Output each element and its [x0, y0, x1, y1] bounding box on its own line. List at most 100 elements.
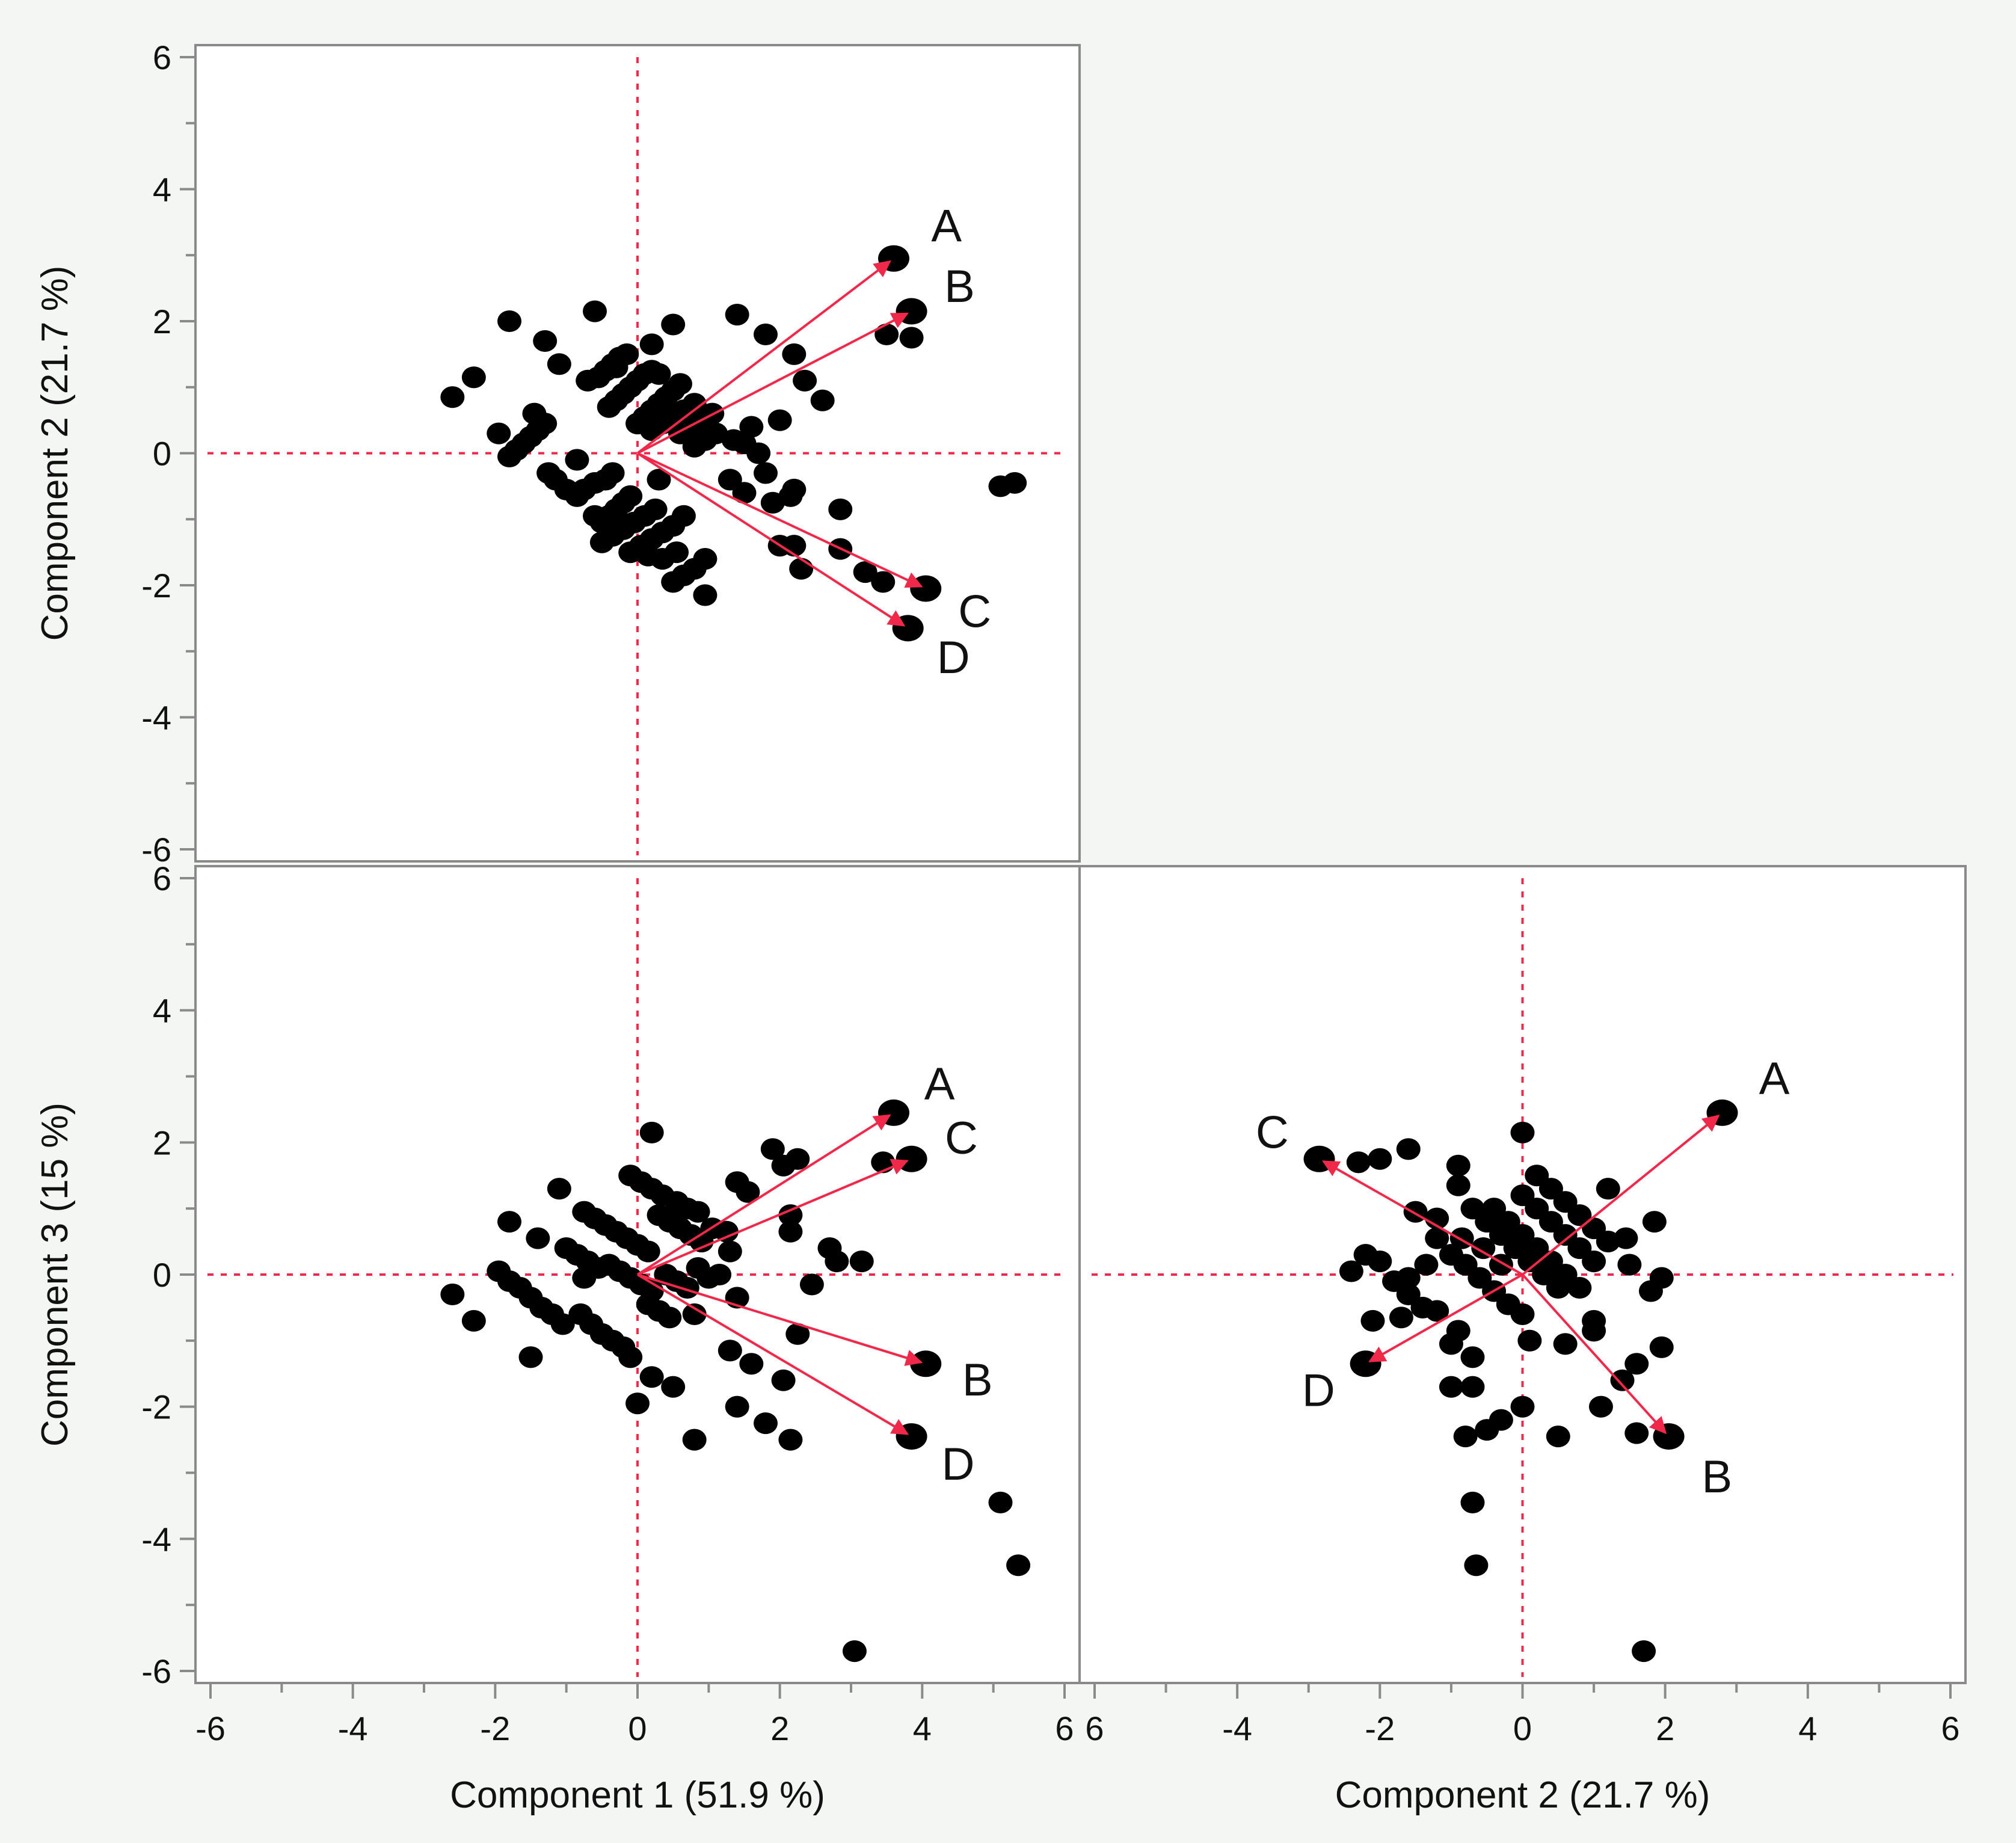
- score-point: [636, 1240, 660, 1263]
- score-point: [682, 1303, 707, 1325]
- score-point: [785, 1323, 810, 1345]
- score-point: [778, 1204, 803, 1226]
- x-tick-label: -2: [1365, 1709, 1395, 1747]
- loading-vector: [636, 1273, 909, 1435]
- score-point: [1553, 1333, 1578, 1355]
- score-point: [440, 386, 465, 408]
- loading-vector: [636, 260, 891, 455]
- score-point: [1596, 1231, 1620, 1253]
- score-point: [583, 300, 607, 322]
- y-tick-label: 6: [153, 860, 171, 897]
- score-point: [782, 478, 807, 500]
- score-point: [526, 1227, 550, 1249]
- score-point: [661, 1376, 686, 1398]
- loading-point: [896, 1145, 927, 1172]
- score-point: [647, 469, 671, 491]
- score-point: [736, 1181, 760, 1203]
- score-point: [686, 1201, 710, 1223]
- y-tick-label: -2: [141, 567, 171, 605]
- loading-point: [892, 615, 924, 642]
- y-tick-label: 0: [153, 435, 171, 473]
- score-point: [1006, 1554, 1031, 1577]
- loading-point: [1653, 1423, 1685, 1450]
- loading-label-A: A: [1759, 1053, 1790, 1104]
- loading-vector: [1368, 1273, 1523, 1363]
- x-tick-label: 4: [1798, 1709, 1817, 1747]
- y-tick-label: 2: [153, 1124, 171, 1161]
- score-point: [778, 1429, 803, 1451]
- loading-vector: [636, 452, 906, 627]
- score-point: [665, 541, 689, 564]
- score-point: [1460, 1376, 1485, 1398]
- score-point: [618, 485, 643, 507]
- score-point: [810, 389, 835, 411]
- y-tick-label: -6: [141, 831, 171, 869]
- loading-vector: [637, 1273, 923, 1366]
- score-point: [760, 1138, 785, 1160]
- score-point: [1425, 1227, 1449, 1249]
- y-tick-label: -4: [141, 699, 171, 737]
- score-point: [842, 1640, 867, 1663]
- score-point: [518, 1346, 543, 1368]
- loading-point: [910, 1350, 942, 1377]
- score-point: [671, 505, 696, 527]
- score-point: [718, 1240, 742, 1263]
- score-point: [754, 462, 778, 484]
- score-point: [1425, 1300, 1449, 1322]
- score-point: [778, 1220, 803, 1243]
- y-tick-label: -4: [141, 1520, 171, 1558]
- score-point: [782, 343, 807, 365]
- score-point: [1446, 1154, 1471, 1177]
- score-point: [647, 363, 671, 385]
- loading-label-C: C: [958, 586, 991, 638]
- score-point: [767, 409, 792, 431]
- score-point: [853, 561, 877, 583]
- score-point: [754, 1412, 778, 1435]
- score-point: [799, 1273, 824, 1296]
- x-tick-label: 0: [1513, 1709, 1532, 1747]
- score-point: [1649, 1336, 1674, 1358]
- score-point: [661, 313, 686, 336]
- y-tick-label: 2: [153, 303, 171, 340]
- loading-vector: [1522, 1273, 1667, 1435]
- score-point: [533, 330, 558, 352]
- loading-vector: [1322, 1160, 1523, 1276]
- score-point: [1649, 1267, 1674, 1289]
- score-point: [1610, 1369, 1635, 1391]
- score-point: [565, 449, 589, 471]
- loading-point: [896, 1423, 927, 1450]
- y-tick-label: 0: [153, 1256, 171, 1294]
- score-point: [497, 310, 521, 333]
- loading-point: [878, 1099, 909, 1126]
- score-point: [828, 498, 853, 520]
- score-point: [1339, 1260, 1363, 1282]
- score-point: [461, 366, 486, 389]
- x-tick-label: 0: [628, 1709, 647, 1747]
- x-tick-label: 6: [1941, 1709, 1959, 1747]
- score-point: [1389, 1306, 1413, 1329]
- score-point: [693, 584, 718, 606]
- score-point: [639, 1121, 664, 1143]
- score-point: [657, 1306, 682, 1329]
- score-point: [1346, 1151, 1371, 1174]
- score-point: [461, 1309, 486, 1332]
- score-point: [1464, 1554, 1489, 1577]
- y-axis-title: Component 3 (15 %): [34, 1103, 76, 1447]
- score-point: [643, 498, 668, 520]
- x-tick-label: 2: [1656, 1709, 1674, 1747]
- score-point: [668, 373, 692, 395]
- x-tick-label: 6: [1055, 1709, 1074, 1747]
- score-point: [533, 413, 558, 435]
- score-point: [707, 1263, 732, 1286]
- y-tick-label: 4: [153, 992, 171, 1030]
- score-point: [1546, 1426, 1570, 1448]
- loading-vector: [636, 1114, 891, 1276]
- score-point: [849, 1250, 874, 1273]
- y-axis-title: Component 2 (21.7 %): [34, 266, 76, 641]
- score-point: [1588, 1395, 1613, 1418]
- score-point: [771, 1369, 796, 1391]
- score-point: [1414, 1254, 1439, 1276]
- score-point: [1396, 1138, 1421, 1160]
- score-point: [1446, 1174, 1471, 1196]
